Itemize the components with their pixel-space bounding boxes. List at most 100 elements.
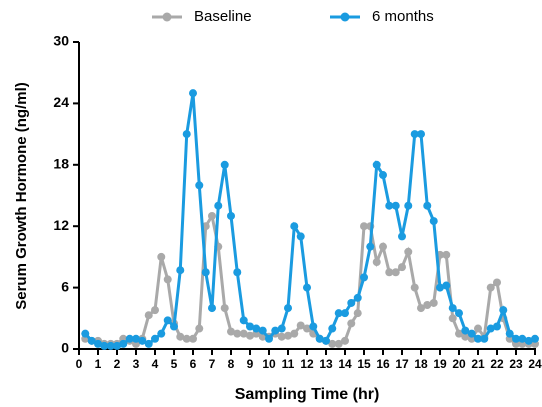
- x-tick-label: 10: [262, 357, 276, 371]
- x-tick-label: 16: [376, 357, 390, 371]
- x-tick-label: 23: [509, 357, 523, 371]
- data-point: [467, 329, 476, 338]
- data-point: [410, 130, 419, 139]
- data-point: [531, 334, 539, 343]
- data-point: [448, 304, 457, 313]
- y-tick-label: 0: [61, 340, 69, 356]
- data-point: [436, 283, 444, 292]
- data-point: [81, 329, 90, 338]
- data-point: [271, 326, 280, 335]
- x-tick-label: 9: [247, 357, 254, 371]
- data-point: [258, 326, 267, 335]
- data-point: [189, 334, 197, 343]
- x-tick-label: 1: [95, 357, 102, 371]
- x-tick-label: 18: [414, 357, 428, 371]
- y-tick-label: 6: [61, 278, 69, 294]
- data-point: [347, 319, 356, 328]
- data-point: [417, 304, 425, 313]
- data-point: [448, 314, 457, 323]
- x-tick-label: 21: [471, 357, 485, 371]
- data-point: [404, 201, 413, 210]
- x-tick-label: 17: [395, 357, 409, 371]
- data-point: [429, 298, 438, 307]
- data-point: [144, 339, 153, 348]
- data-point: [246, 331, 254, 340]
- data-point: [94, 339, 102, 348]
- data-point: [132, 334, 140, 343]
- data-point: [417, 130, 425, 139]
- data-point: [220, 304, 229, 313]
- y-tick-label: 30: [53, 33, 69, 49]
- data-point: [195, 181, 204, 190]
- data-point: [170, 322, 178, 331]
- data-point: [189, 89, 197, 98]
- data-point: [233, 329, 242, 338]
- data-point: [328, 339, 337, 348]
- data-point: [391, 268, 400, 277]
- data-point: [410, 283, 419, 292]
- data-point: [353, 293, 362, 302]
- data-point: [505, 329, 514, 338]
- y-axis-label: Serum Growth Hormone (ng/ml): [13, 82, 30, 310]
- data-point: [239, 329, 248, 338]
- data-point: [341, 336, 349, 345]
- x-tick-label: 3: [133, 357, 140, 371]
- data-point: [227, 211, 235, 220]
- data-point: [113, 341, 121, 350]
- data-point: [277, 332, 286, 341]
- data-point: [322, 336, 330, 345]
- data-point: [328, 324, 337, 333]
- data-point: [227, 327, 235, 336]
- x-tick-label: 12: [300, 357, 314, 371]
- data-point: [182, 130, 191, 139]
- data-point: [398, 263, 406, 272]
- x-tick-label: 22: [490, 357, 504, 371]
- data-point: [208, 304, 216, 313]
- data-point: [106, 341, 115, 350]
- data-point: [144, 311, 153, 320]
- data-point: [163, 316, 172, 325]
- data-point: [214, 201, 223, 210]
- data-point: [518, 334, 527, 343]
- data-point: [423, 300, 432, 309]
- data-point: [290, 329, 299, 338]
- legend-label: Baseline: [194, 8, 252, 25]
- data-point: [246, 322, 254, 331]
- data-point: [474, 334, 482, 343]
- data-point: [201, 268, 210, 277]
- data-point: [474, 324, 482, 333]
- data-point: [296, 232, 305, 241]
- x-tick-label: 2: [114, 357, 121, 371]
- data-point: [163, 275, 172, 284]
- data-point: [353, 309, 362, 318]
- x-tick-label: 19: [433, 357, 447, 371]
- data-point: [366, 242, 375, 251]
- y-tick-label: 12: [53, 217, 69, 233]
- data-point: [372, 258, 381, 267]
- data-point: [442, 250, 451, 259]
- data-point: [499, 306, 508, 315]
- data-point: [220, 160, 229, 169]
- data-point: [208, 211, 216, 220]
- data-point: [391, 201, 400, 210]
- legend-marker: [340, 12, 350, 22]
- data-point: [486, 324, 495, 333]
- x-tick-label: 20: [452, 357, 466, 371]
- data-point: [429, 217, 438, 226]
- x-tick-label: 4: [152, 357, 159, 371]
- data-point: [385, 201, 394, 210]
- x-tick-label: 13: [319, 357, 333, 371]
- legend-label: 6 months: [372, 8, 434, 25]
- data-point: [461, 326, 470, 335]
- y-tick-label: 24: [53, 94, 69, 110]
- data-point: [442, 281, 451, 290]
- x-tick-label: 24: [528, 357, 542, 371]
- data-point: [480, 334, 489, 343]
- data-point: [524, 336, 533, 345]
- data-point: [265, 334, 273, 343]
- data-point: [309, 322, 318, 331]
- data-point: [512, 334, 520, 343]
- data-point: [334, 309, 343, 318]
- x-tick-label: 5: [171, 357, 178, 371]
